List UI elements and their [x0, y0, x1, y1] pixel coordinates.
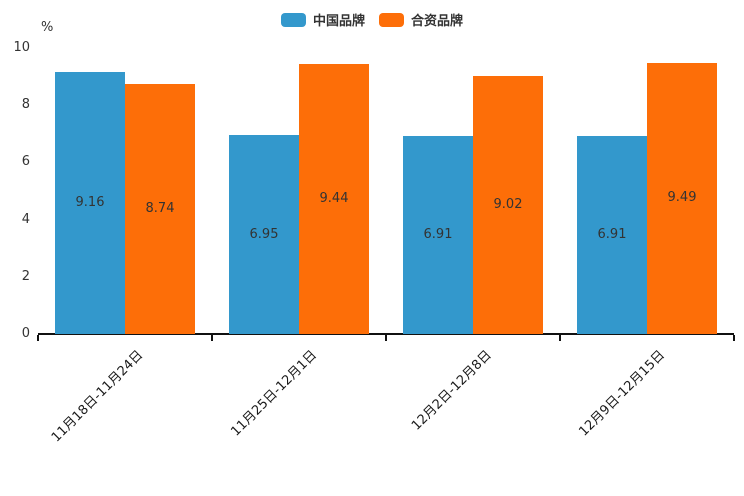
y-tick-label: 4	[21, 211, 30, 227]
x-axis-tick	[559, 335, 561, 341]
legend-item-1[interactable]: 中国品牌	[280, 10, 365, 29]
x-axis-tick	[733, 335, 735, 341]
bar-value-label: 9.16	[75, 195, 105, 210]
x-tick-label: 11月18日-11月24日	[48, 347, 147, 446]
bar-value-label: 6.91	[423, 227, 453, 243]
y-axis-unit-label: %	[41, 20, 54, 35]
y-tick-label: 6	[21, 154, 30, 170]
bar-合资品牌-12月9日-12月15日	[647, 62, 717, 334]
bar-中国品牌-11月25日-12月1日	[229, 135, 299, 334]
legend-label: 合资品牌	[411, 14, 464, 29]
bar-中国品牌-11月18日-11月24日	[55, 72, 125, 334]
x-tick-label: 12月2日-12月8日	[408, 347, 495, 434]
legend-swatch	[379, 12, 404, 27]
legend: 中国品牌 合资品牌	[0, 10, 744, 29]
bar-中国品牌-12月9日-12月15日	[577, 136, 647, 334]
legend-label: 中国品牌	[312, 14, 365, 29]
x-axis-tick	[385, 335, 387, 341]
x-axis-line	[38, 333, 734, 335]
y-tick-label: 0	[21, 326, 30, 341]
bar-合资品牌-11月25日-12月1日	[299, 64, 369, 334]
x-tick-label: 12月9日-12月15日	[576, 347, 669, 440]
bar-value-label: 6.91	[597, 227, 627, 243]
bar-合资品牌-11月18日-11月24日	[125, 84, 195, 334]
y-tick-label: 10	[13, 40, 30, 55]
bar-value-label: 9.49	[667, 190, 697, 206]
bar-中国品牌-12月2日-12月8日	[403, 136, 473, 334]
bar-value-label: 9.02	[493, 197, 523, 212]
x-tick-label: 11月25日-12月1日	[228, 347, 321, 440]
bar-value-label: 8.74	[145, 201, 175, 217]
x-axis-tick	[37, 335, 39, 341]
bar-合资品牌-12月2日-12月8日	[473, 76, 543, 334]
bar-value-label: 6.95	[249, 226, 279, 242]
y-tick-label: 8	[21, 97, 30, 113]
legend-swatch	[280, 12, 306, 27]
x-axis-tick	[211, 335, 213, 341]
bar-value-label: 9.44	[319, 191, 349, 206]
y-tick-label: 2	[21, 268, 30, 284]
legend-item-2[interactable]: 合资品牌	[379, 10, 463, 29]
